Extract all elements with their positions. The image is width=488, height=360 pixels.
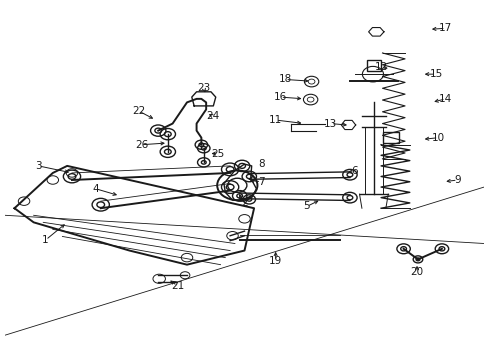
Text: 16: 16: [273, 92, 286, 102]
Text: 13: 13: [324, 118, 337, 129]
Text: 26: 26: [135, 140, 148, 150]
Text: 10: 10: [431, 133, 444, 143]
Text: 20: 20: [409, 267, 423, 277]
Text: 19: 19: [268, 256, 282, 266]
Text: 14: 14: [438, 94, 451, 104]
Text: 3: 3: [35, 161, 41, 171]
Text: 2: 2: [241, 198, 247, 208]
Text: 4: 4: [92, 184, 99, 194]
Text: 18: 18: [278, 75, 291, 85]
Text: 11: 11: [268, 115, 282, 125]
Text: 25: 25: [211, 149, 224, 158]
Text: 7: 7: [258, 177, 264, 187]
Text: 12: 12: [374, 62, 387, 72]
Text: 8: 8: [258, 159, 264, 169]
Text: 6: 6: [351, 166, 357, 176]
Text: 1: 1: [42, 235, 49, 245]
Text: 21: 21: [170, 281, 183, 291]
Text: 5: 5: [303, 202, 309, 211]
Text: 17: 17: [438, 23, 451, 33]
Text: 23: 23: [197, 83, 210, 93]
Text: 15: 15: [428, 69, 442, 79]
Text: 22: 22: [132, 106, 145, 116]
Text: 9: 9: [453, 175, 460, 185]
Text: 24: 24: [206, 112, 220, 121]
